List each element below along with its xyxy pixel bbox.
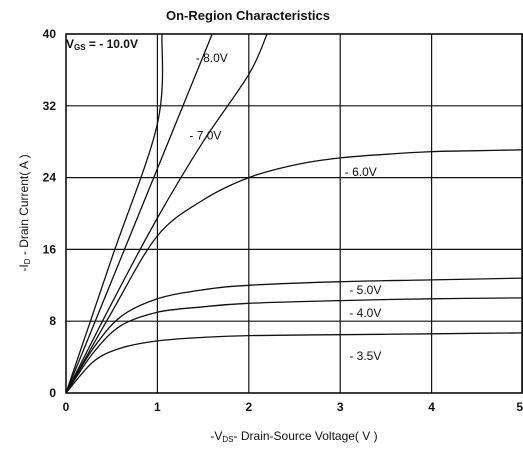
series-line-5 — [65, 297, 523, 394]
y-tick-label-5: 40 — [43, 27, 57, 41]
y-tick-label-4: 32 — [43, 99, 57, 113]
curve-label-2: - 7.0V — [189, 128, 221, 142]
x-axis-label-rest: - Drain-Source Voltage( V ) — [234, 429, 378, 443]
grid — [65, 33, 523, 394]
series-line-6 — [65, 332, 523, 394]
plot-frame — [65, 33, 523, 394]
x-tick-label-3: 3 — [337, 400, 344, 414]
y-tick-label-1: 8 — [49, 314, 56, 328]
vgs-rest: = - 10.0V — [86, 37, 138, 51]
curve-label-6: - 3.5V — [349, 349, 381, 363]
series-line-1 — [65, 33, 213, 394]
vgs-prefix: V — [66, 37, 74, 51]
vgs-legend-label: VGS = - 10.0V — [66, 37, 138, 52]
y-tick-labels: 0 8 16 24 32 40 — [43, 27, 57, 400]
y-axis-label-prefix: -I — [17, 264, 31, 271]
curve-label-3: - 6.0V — [345, 165, 377, 179]
series-curves — [65, 33, 523, 394]
y-tick-label-0: 0 — [49, 386, 56, 400]
y-axis-label-sub: D — [23, 258, 32, 264]
curve-label-5: - 4.0V — [349, 306, 381, 320]
series-line-4 — [65, 277, 523, 394]
x-axis-label-prefix: -V — [210, 429, 222, 443]
vgs-sub: GS — [74, 43, 86, 52]
y-axis-label-rest: - Drain Current( A ) — [17, 154, 31, 258]
y-tick-label-3: 24 — [43, 171, 57, 185]
x-tick-label-1: 1 — [154, 400, 161, 414]
curve-label-4: - 5.0V — [349, 283, 381, 297]
x-tick-label-0: 0 — [63, 400, 70, 414]
y-axis-label: -ID - Drain Current( A ) — [17, 154, 32, 271]
series-line-3 — [65, 149, 523, 394]
chart-title: On-Region Characteristics — [166, 8, 330, 23]
x-tick-label-4: 4 — [428, 400, 435, 414]
x-tick-labels: 0 1 2 3 4 5 — [63, 400, 523, 414]
series-line-0 — [65, 33, 164, 394]
x-tick-label-2: 2 — [245, 400, 252, 414]
y-tick-label-2: 16 — [43, 242, 57, 256]
curve-labels: - 8.0V - 7.0V - 6.0V - 5.0V - 4.0V - 3.5V — [189, 51, 381, 363]
x-axis-label-sub: DS — [222, 435, 233, 444]
series-line-2 — [65, 33, 268, 394]
curve-label-1: - 8.0V — [196, 51, 228, 65]
x-axis-label: -VDS- Drain-Source Voltage( V ) — [210, 429, 377, 444]
x-tick-label-5: 5 — [516, 400, 523, 414]
